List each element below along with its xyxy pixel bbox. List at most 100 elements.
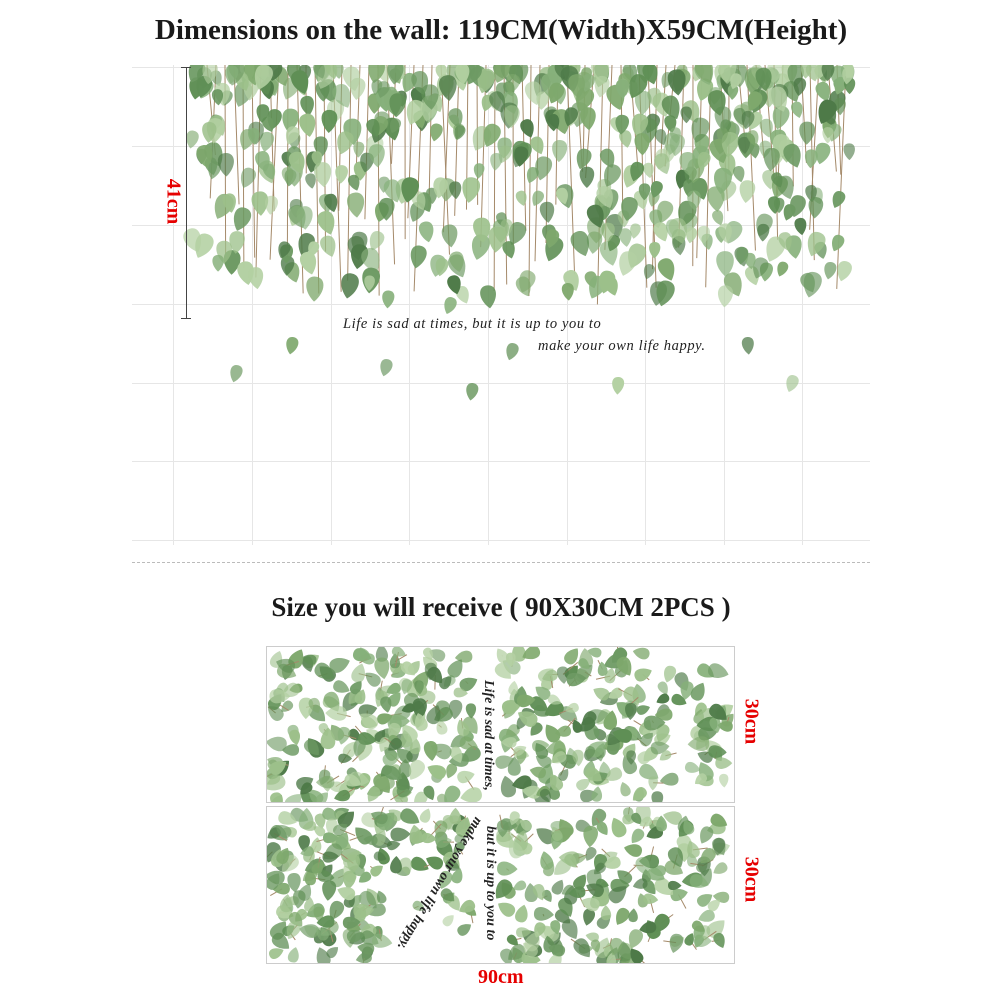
leaf-icon — [708, 745, 727, 758]
leaf-icon — [564, 853, 577, 868]
leaf-icon — [505, 74, 521, 95]
leaf-icon — [804, 149, 818, 169]
leaf-icon — [540, 851, 554, 870]
leaf-icon — [580, 897, 600, 912]
leaf-icon — [267, 870, 285, 885]
leaf-icon — [799, 121, 815, 145]
leaf-icon — [386, 682, 401, 694]
leaf-icon — [551, 826, 563, 842]
leaf-icon — [222, 193, 236, 213]
leaf-icon — [444, 785, 461, 802]
leaf-icon — [335, 165, 348, 184]
leaf-icon — [687, 190, 701, 211]
leaf-icon — [324, 193, 338, 213]
grid-line — [132, 304, 870, 305]
leaf-icon — [794, 217, 807, 236]
leaf-icon — [506, 934, 518, 946]
leaf-icon — [427, 765, 447, 780]
leaf-icon — [311, 861, 324, 875]
leaf-icon — [545, 724, 561, 743]
leaf-icon — [680, 106, 692, 124]
leaf-icon — [807, 231, 826, 257]
leaf-icon — [429, 649, 446, 662]
leaf-icon — [368, 144, 385, 168]
leaf-icon — [661, 95, 680, 120]
leaf-icon — [267, 706, 284, 721]
leaf-icon — [254, 65, 273, 90]
leaf-icon — [390, 118, 402, 134]
leaf-icon — [211, 89, 223, 106]
leaf-icon — [281, 700, 294, 712]
leaf-icon — [387, 840, 401, 851]
leaf-icon — [298, 883, 312, 901]
leaf-icon — [262, 163, 275, 180]
leaf-icon — [668, 880, 682, 891]
leaf-icon — [262, 116, 274, 132]
leaf-icon — [773, 197, 785, 214]
leaf-icon — [664, 665, 677, 683]
leaf-icon — [451, 868, 463, 884]
leaf-icon — [500, 948, 513, 963]
leaf-icon — [329, 658, 350, 673]
leaf-icon — [624, 844, 642, 857]
leaf-icon — [763, 147, 780, 172]
leaf-icon — [287, 947, 299, 963]
wall-preview — [132, 65, 870, 545]
leaf-icon — [622, 754, 638, 775]
leaf-icon — [689, 874, 709, 888]
leaf-icon — [496, 820, 509, 838]
leaf-icon — [583, 825, 599, 848]
leaf-icon — [596, 185, 613, 209]
leaf-icon — [822, 127, 834, 144]
leaf-icon — [653, 222, 668, 242]
leaf-icon — [473, 163, 485, 179]
leaf-icon — [585, 847, 597, 861]
leaf-icon — [353, 141, 365, 158]
leaf-icon — [530, 136, 544, 155]
leaf-icon — [202, 121, 217, 143]
leaf-icon — [668, 218, 687, 244]
leaf-icon — [680, 681, 694, 700]
leaf-icon — [818, 99, 837, 124]
leaf-icon — [533, 907, 554, 921]
leaf-icon — [399, 857, 412, 875]
leaf-icon — [647, 867, 665, 881]
vine-stem — [269, 65, 280, 260]
leaf-icon — [390, 827, 411, 842]
leaf-icon — [520, 820, 532, 831]
leaf-icon — [515, 276, 531, 297]
receive-title: Size you will receive ( 90X30CM 2PCS ) — [271, 592, 731, 622]
leaf-icon — [599, 148, 615, 168]
quote-line-2: make your own life happy. — [538, 338, 706, 354]
leaf-icon — [409, 759, 425, 780]
leaf-icon — [315, 775, 335, 789]
leaf-icon — [383, 179, 401, 203]
leaf-icon — [435, 836, 452, 848]
leaf-icon — [278, 811, 297, 825]
leaf-icon — [663, 811, 682, 825]
leaf-icon — [708, 663, 729, 678]
leaf-icon — [837, 261, 852, 282]
leaf-icon — [414, 791, 428, 802]
leaf-icon — [384, 765, 403, 780]
leaf-icon — [824, 262, 837, 280]
leaf-icon — [358, 653, 375, 665]
leaf-icon — [508, 222, 527, 245]
leaf-icon — [449, 807, 461, 825]
leaf-icon — [419, 808, 431, 823]
leaf-icon — [454, 834, 468, 844]
leaf-icon — [576, 148, 592, 170]
leaf-icon — [379, 737, 391, 753]
leaf-icon — [477, 68, 496, 94]
leaf-icon — [603, 710, 617, 730]
leaf-icon — [616, 907, 630, 925]
leaf-icon — [423, 785, 435, 801]
leaf-icon — [631, 812, 642, 825]
leaf-icon — [565, 702, 579, 713]
leaf-icon — [712, 210, 724, 226]
vine-stem — [440, 65, 450, 255]
leaf-icon — [212, 254, 224, 272]
leaf-icon — [608, 886, 627, 904]
leaf-icon — [391, 647, 406, 657]
leaf-icon — [654, 708, 673, 721]
